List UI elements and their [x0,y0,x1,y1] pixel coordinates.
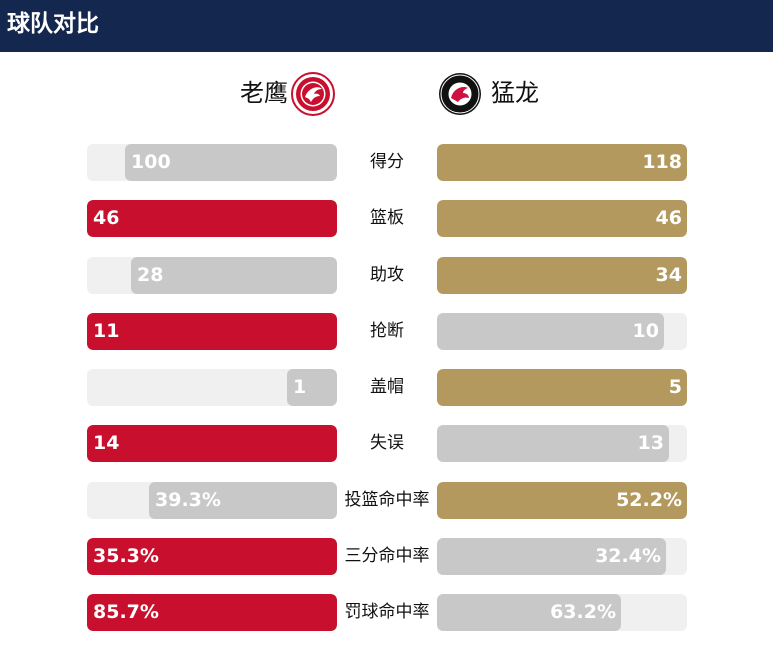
away-stat-bar: 13 [437,425,687,462]
home-stat-bar-fill: 100 [125,144,337,181]
away-stat-bar: 46 [437,200,687,237]
away-stat-bar: 5 [437,369,687,406]
away-stat-bar: 52.2% [437,482,687,519]
home-stat-value: 28 [137,264,164,286]
home-stat-value: 1 [293,376,307,398]
away-stat-bar: 118 [437,144,687,181]
away-stat-bar-fill: 52.2% [437,482,687,519]
away-stat-value: 46 [655,207,682,229]
stat-label: 投篮命中率 [344,490,430,510]
away-stat-value: 10 [632,320,659,342]
away-stat-bar: 63.2% [437,594,687,631]
home-stat-bar-fill: 11 [87,313,337,350]
home-stat-bar: 100 [87,144,337,181]
home-stat-value: 85.7% [93,601,159,623]
home-stat-bar: 39.3% [87,482,337,519]
stat-label: 抢断 [370,321,404,341]
away-stat-value: 52.2% [616,489,682,511]
away-stat-value: 34 [655,264,682,286]
hawks-logo-icon [291,72,335,116]
away-stat-bar-fill: 34 [437,257,687,294]
away-stat-bar-fill: 5 [437,369,687,406]
home-stat-bar-fill: 39.3% [149,482,337,519]
away-stat-bar-fill: 63.2% [437,594,621,631]
home-stat-bar: 28 [87,257,337,294]
home-stat-bar: 14 [87,425,337,462]
away-stat-value: 13 [637,432,664,454]
stat-label: 罚球命中率 [344,602,430,622]
away-stat-value: 32.4% [595,545,661,567]
away-team-name: 猛龙 [491,79,539,107]
home-stat-value: 35.3% [93,545,159,567]
home-stat-bar-fill: 35.3% [87,538,337,575]
header-bar: 球队对比 [0,0,773,52]
home-stat-bar-fill: 1 [287,369,337,406]
home-stat-value: 11 [93,320,120,342]
stat-label: 得分 [370,152,404,172]
away-stat-bar-fill: 32.4% [437,538,666,575]
home-team-name: 老鹰 [240,79,288,107]
away-stat-value: 63.2% [550,601,616,623]
home-stat-value: 14 [93,432,120,454]
away-stat-value: 5 [668,376,682,398]
raptors-logo-icon [439,73,481,115]
home-stat-bar-fill: 46 [87,200,337,237]
stat-label: 篮板 [370,208,404,228]
home-stat-value: 39.3% [155,489,221,511]
home-stat-value: 100 [131,151,171,173]
away-stat-bar: 10 [437,313,687,350]
away-stat-bar-fill: 118 [437,144,687,181]
home-stat-bar: 85.7% [87,594,337,631]
home-stat-bar: 35.3% [87,538,337,575]
home-stat-bar-fill: 28 [131,257,337,294]
away-stat-bar: 34 [437,257,687,294]
away-stat-bar-fill: 46 [437,200,687,237]
page-title: 球队对比 [7,11,99,37]
stat-label: 助攻 [370,265,404,285]
stat-label: 三分命中率 [344,546,430,566]
away-stat-bar-fill: 10 [437,313,664,350]
stat-label: 失误 [370,433,404,453]
away-stat-bar-fill: 13 [437,425,669,462]
away-stat-value: 118 [642,151,682,173]
home-stat-bar: 1 [87,369,337,406]
home-stat-bar-fill: 85.7% [87,594,337,631]
away-stat-bar: 32.4% [437,538,687,575]
home-stat-bar-fill: 14 [87,425,337,462]
home-stat-bar: 11 [87,313,337,350]
stat-label: 盖帽 [370,377,404,397]
home-stat-bar: 46 [87,200,337,237]
home-stat-value: 46 [93,207,120,229]
